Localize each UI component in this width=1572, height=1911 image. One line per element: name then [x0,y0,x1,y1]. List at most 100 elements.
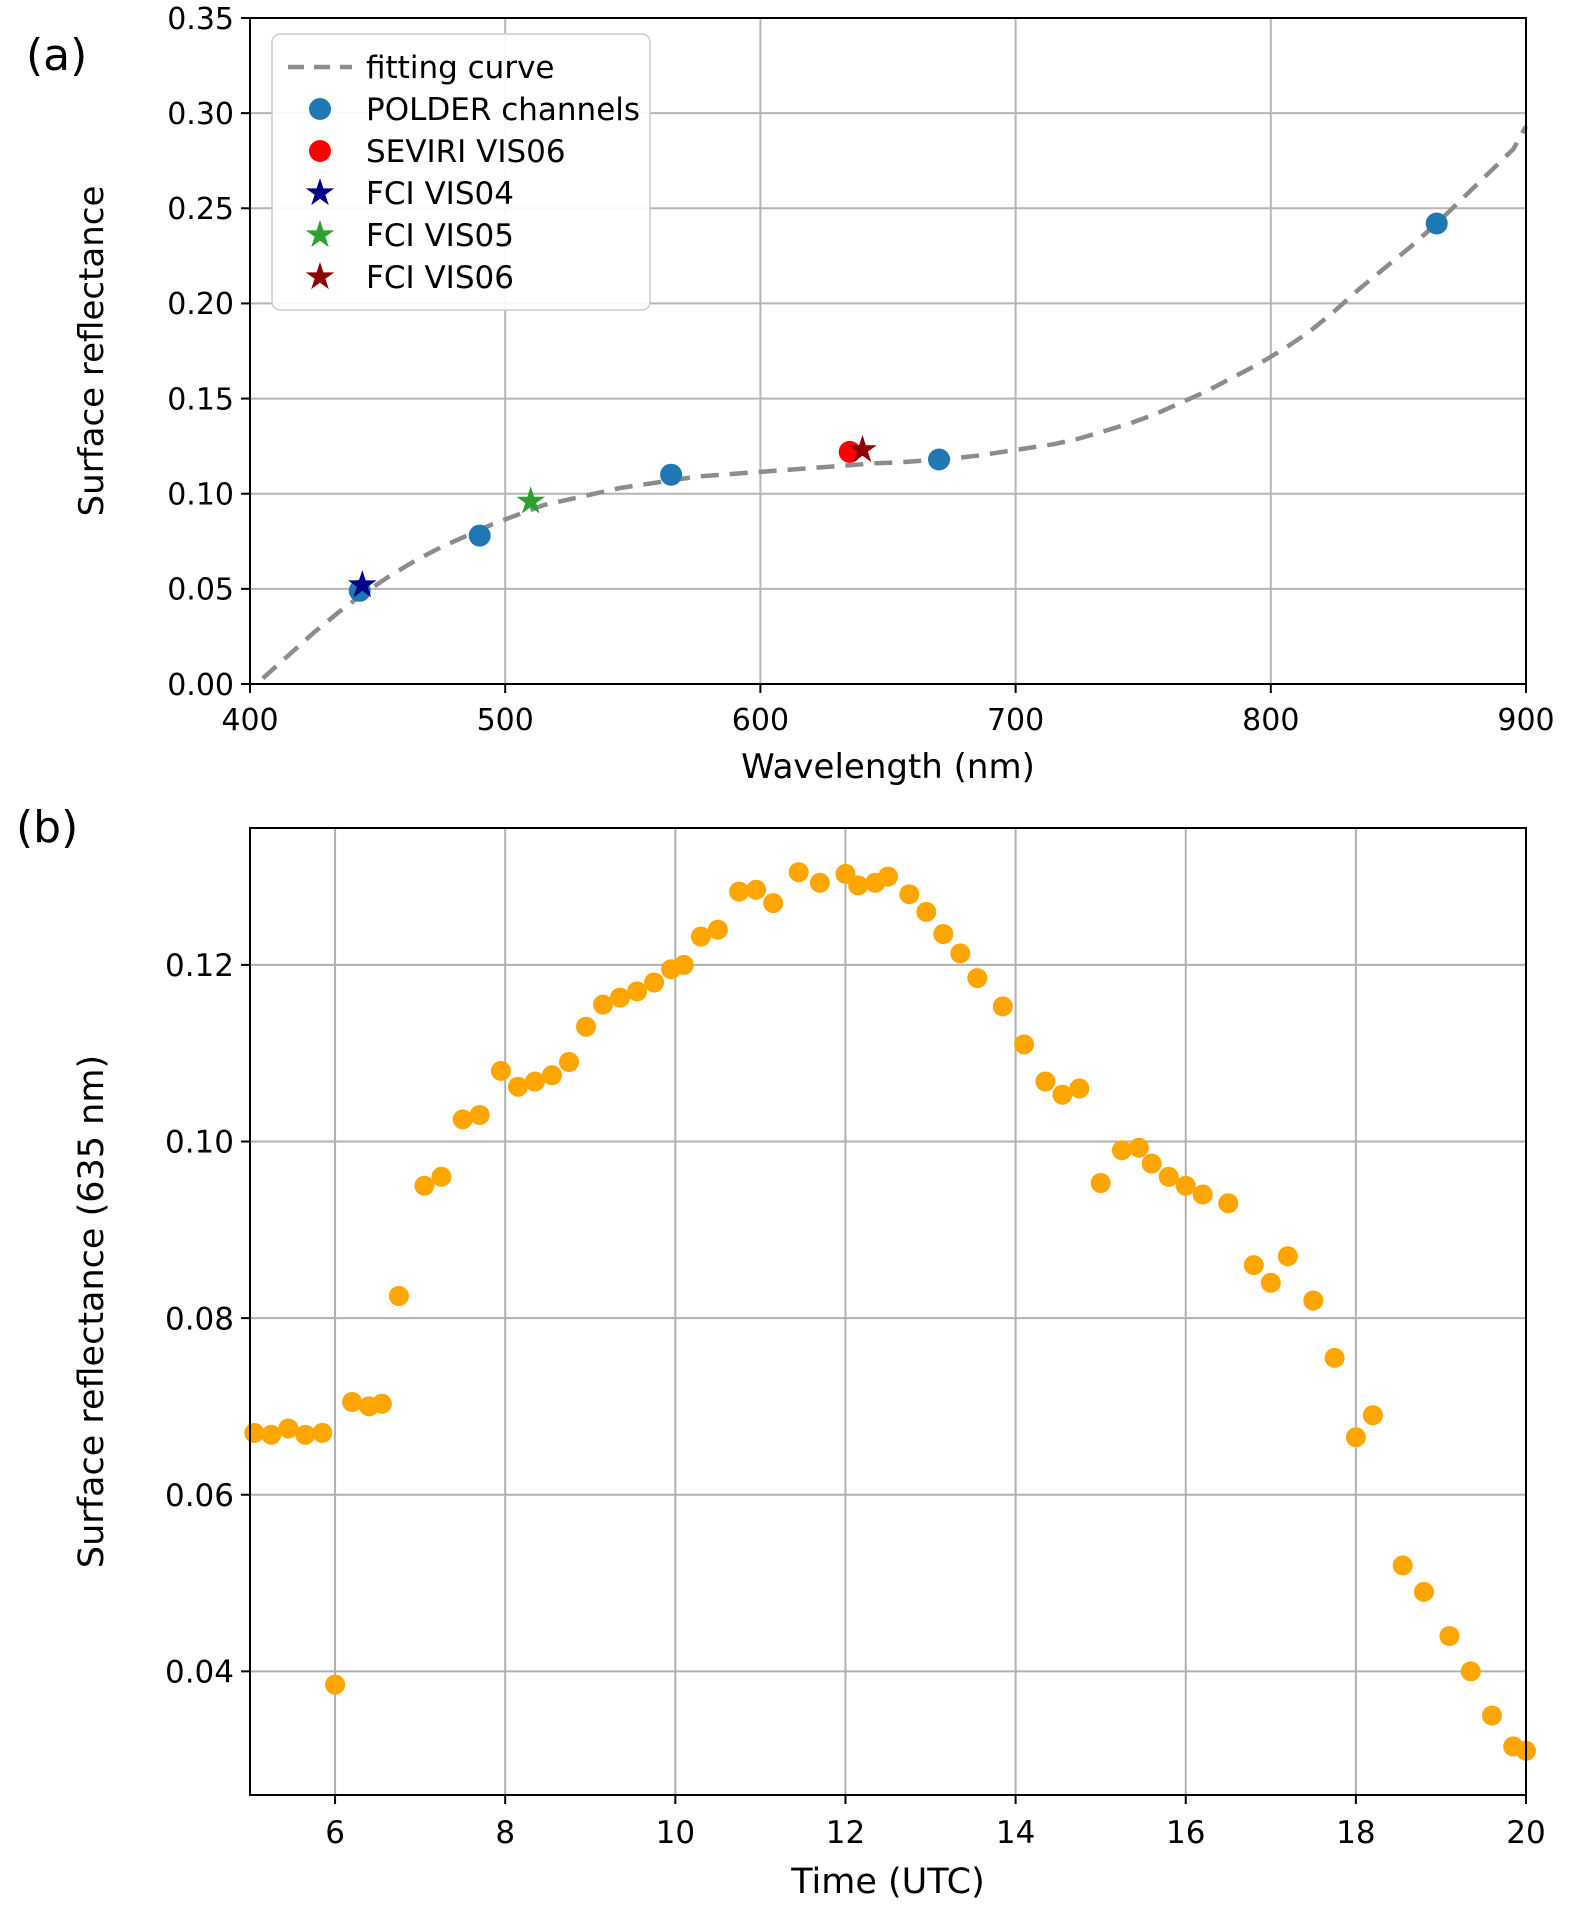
legend-entry-label: FCI VIS04 [366,176,514,212]
diurnal-reflectance-chart: 6 8 10 12 14 16 18 20 0.04 0.06 0.08 0.10 0.12 Time (… [72,827,1546,1902]
y-axis-label: Surface reflectance (635 nm) [72,1055,112,1568]
data-point [244,1422,265,1443]
legend-entry-label: SEVIRI VIS06 [366,134,566,170]
y-tick-label: 0.12 [165,948,234,984]
data-point [644,972,665,993]
data-point [1460,1661,1481,1682]
y-axis: 0.04 0.06 0.08 0.10 0.12 [165,948,250,1691]
data-point [1111,1140,1132,1161]
data-point [950,943,971,964]
y-tick-label: 0.06 [165,1478,234,1514]
plot-border [249,17,1527,685]
data-point [835,863,856,884]
legend-star-marker [305,178,335,206]
data-point [673,954,694,975]
data-point [1218,1193,1239,1214]
series-fci-vis05 [516,486,545,514]
legend-entry-label: POLDER channels [366,92,640,128]
data-point [508,1076,528,1097]
x-tick-label: 900 [1497,703,1554,738]
axis-labels: Time (UTC) Surface reflectance (635 nm) [72,1055,985,1902]
x-tick-label: 500 [477,703,534,738]
data-point [1192,1184,1213,1205]
data-point [1362,1405,1383,1426]
y-tick-label: 0.35 [167,2,234,37]
legend-entry-seviri-vis06: SEVIRI VIS06 [309,134,566,170]
y-axis-label: Surface reflectance [72,186,112,517]
data-point [452,1109,473,1130]
data-point [690,926,711,947]
data-point [431,1166,452,1187]
y-tick-label: 0.10 [165,1125,234,1161]
data-point [559,1052,579,1072]
legend: fitting curve POLDER channels SEVIRI VIS06… [271,33,651,311]
data-point [610,987,630,1008]
data-point-star [516,486,545,514]
legend-entry-label: fitting curve [366,50,554,86]
panel-a-label: (a) [26,30,88,81]
legend-star-marker [305,220,335,248]
data-point [1260,1272,1281,1293]
x-tick-label: 14 [996,1815,1035,1851]
y-tick-label: 0.04 [165,1655,234,1691]
data-point [878,866,898,887]
data-point [1425,212,1448,235]
legend-star-marker [305,262,335,290]
data-point [325,1674,346,1695]
data-point [1128,1137,1149,1158]
y-tick-label: 0.15 [167,382,234,417]
y-axis: 0.00 0.05 0.10 0.15 0.20 0.25 0.30 0.35 [167,2,250,703]
y-tick-label: 0.10 [167,478,234,513]
data-point [371,1393,392,1414]
data-point [899,884,920,905]
data-point [295,1424,316,1445]
legend-entry-label: FCI VIS06 [366,260,514,296]
data-point [1345,1427,1366,1448]
x-tick-label: 10 [656,1815,695,1851]
legend-box [271,33,651,311]
x-tick-label: 16 [1166,1815,1205,1851]
series-fci-vis06 [848,434,877,463]
data-point [469,1105,490,1125]
x-tick-label: 700 [987,703,1044,738]
y-tick-label: 0.30 [167,97,234,132]
data-point [707,919,728,940]
data-point [1243,1255,1264,1276]
data-point [992,996,1013,1017]
data-point-star [848,434,877,463]
data-point [1277,1246,1298,1267]
x-axis: 400 500 600 700 800 900 [221,684,1555,738]
data-point [278,1418,299,1439]
data-point [1439,1626,1460,1646]
data-point [1303,1290,1324,1311]
x-tick-label: 6 [325,1815,345,1851]
panel-b-label: (b) [16,802,79,853]
data-point [1035,1071,1056,1092]
x-tick-label: 20 [1506,1815,1545,1851]
data-point [746,879,767,900]
x-tick-label: 18 [1336,1815,1375,1851]
data-point [490,1060,511,1081]
data-point [933,924,954,944]
data-point [660,463,683,486]
data-point [542,1065,562,1086]
data-point [593,994,613,1015]
data-point-star [348,570,377,598]
data-point [1175,1175,1196,1196]
x-tick-label: 800 [1242,703,1299,738]
legend-entry-fci-vis04: FCI VIS04 [305,176,514,212]
data-point [729,881,750,902]
data-point [788,862,809,883]
x-axis: 6 8 10 12 14 16 18 20 [325,1795,1546,1851]
axis-labels: Wavelength (nm) Surface reflectance [72,186,1035,787]
data-point [1392,1555,1413,1576]
legend-entry-fitting-curve: fitting curve [288,50,554,86]
data-point [414,1175,435,1196]
data-point [1413,1581,1434,1602]
grid [250,828,1527,1795]
data-point [763,893,784,914]
legend-circle-marker [309,140,331,162]
x-tick-label: 8 [495,1815,515,1851]
x-tick-label: 600 [732,703,789,738]
